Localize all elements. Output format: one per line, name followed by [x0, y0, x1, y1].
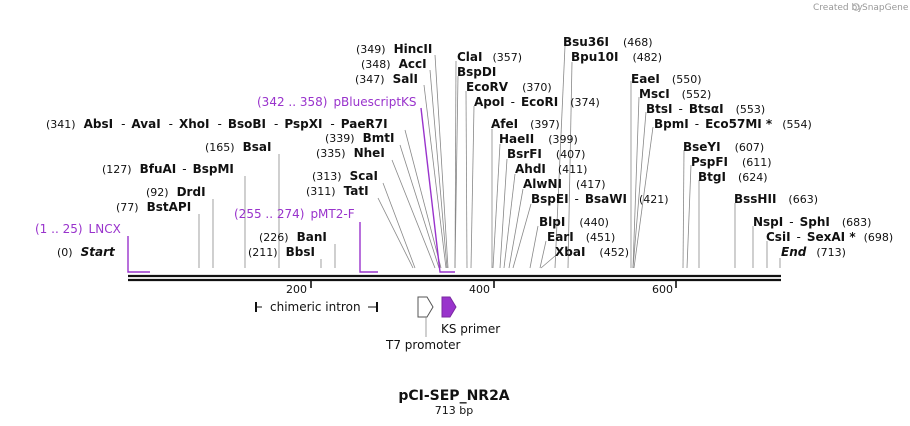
leader-ahdi — [503, 173, 516, 269]
primer-pbluescriptks-marker — [420, 107, 455, 273]
leader-nhei — [391, 159, 436, 269]
leader-absi — [404, 129, 442, 269]
map-length: 713 bp — [435, 404, 473, 417]
enzyme-msci: MscI (552) — [639, 87, 711, 101]
leader-scai — [382, 182, 416, 269]
primer-labels: (1 .. 25) LNCX (255 .. 274) pMT2-F (342 ..… — [35, 95, 417, 236]
enzyme-bstapi: (77) BstAPI — [116, 200, 191, 214]
enzyme-bspei-bsawi: BspEI - BsaWI (421) — [531, 192, 669, 206]
enzyme-btgi: BtgI (624) — [698, 170, 768, 184]
enzyme-pspfi: PspFI (611) — [691, 155, 772, 169]
tick-600-label: 600 — [652, 283, 673, 296]
enzyme-labels: (0) Start (77) BstAPI (92) DrdI (127) BfuAI -… — [46, 35, 893, 259]
leader-apoi — [470, 105, 475, 269]
leader-tati — [377, 197, 414, 269]
feature-ks-primer: KS primer — [441, 296, 500, 336]
leader-ecorv — [465, 90, 468, 269]
leader-eari — [539, 240, 547, 269]
leader-bsrfi — [499, 158, 508, 269]
feature-t7-promoter-label: T7 promoter — [385, 338, 461, 352]
leader-blpi — [529, 225, 539, 269]
leader-bspei — [512, 203, 532, 269]
snapgene-logo-icon — [852, 3, 860, 11]
enzyme-bbsi: (211) BbsI — [248, 245, 315, 259]
primer-lncx-label: (1 .. 25) LNCX — [35, 222, 121, 236]
enzyme-bmti: (339) BmtI — [325, 131, 394, 145]
leader-sali — [423, 84, 447, 269]
enzyme-sali: (347) SalI — [355, 72, 418, 86]
leader-msci — [632, 96, 640, 269]
enzyme-afei: AfeI (397) — [491, 117, 560, 131]
feature-chimeric-intron-label: chimeric intron — [270, 300, 361, 314]
enzyme-clai: ClaI (357) — [457, 50, 522, 64]
t7-promoter-arrow-icon — [417, 296, 434, 318]
enzyme-ecorv: EcoRV (370) — [466, 80, 552, 94]
enzyme-acci: (348) AccI — [361, 57, 427, 71]
tick-200-label: 200 — [286, 283, 307, 296]
enzyme-nspi-sphi: NspI - SphI (683) — [753, 215, 871, 229]
enzyme-tati: (311) TatI — [306, 184, 369, 198]
primer-lncx-marker — [127, 236, 150, 273]
map-title: pCI-SEP_NR2A — [398, 388, 509, 404]
leader-bseyi — [682, 149, 685, 269]
enzyme-bseyi: BseYI (607) — [683, 140, 764, 154]
credit-created-by: Created by — [813, 3, 863, 13]
leader-bspdi — [454, 75, 459, 269]
enzyme-eaei: EaeI (550) — [631, 72, 702, 86]
enzyme-bani: (226) BanI — [259, 230, 327, 244]
leader-bmti — [399, 144, 440, 269]
snapgene-credit: Created by SnapGene — [813, 3, 909, 13]
ks-primer-arrow-icon — [441, 296, 457, 318]
enzyme-bsai: (165) BsaI — [205, 140, 271, 154]
enzyme-apoi-ecori: ApoI - EcoRI (374) — [474, 95, 600, 109]
primer-markers — [127, 107, 455, 273]
enzyme-bfuai-bspmi: (127) BfuAI - BspMI — [102, 162, 234, 176]
enzyme-nhei: (335) NheI — [316, 146, 385, 160]
enzyme-end: End (713) — [781, 245, 846, 259]
enzyme-start: (0) Start — [57, 245, 116, 259]
enzyme-drdi: (92) DrdI — [146, 185, 206, 199]
leader-btsi — [632, 111, 647, 269]
enzyme-hincii: (349) HincII — [356, 42, 432, 56]
leader-bpu10i — [567, 61, 573, 269]
enzyme-bpmi-eco57mi: BpmI - Eco57MI * (554) — [654, 117, 812, 131]
enzyme-eari: EarI (451) — [547, 230, 615, 244]
feature-chimeric-intron: chimeric intron — [255, 298, 378, 316]
leader-haeii — [492, 143, 501, 269]
primer-pmt2f-marker — [359, 222, 378, 273]
enzyme-haeii: HaeII (399) — [499, 132, 578, 146]
tick-400-label: 400 — [469, 283, 490, 296]
map-title-block: pCI-SEP_NR2A 713 bp — [398, 388, 509, 417]
feature-t7-promoter: T7 promoter — [385, 296, 461, 352]
leader-alwni — [508, 188, 524, 269]
primer-pbluescriptks-label: (342 .. 358) pBluescriptKS — [257, 95, 417, 109]
feature-ks-primer-label: KS primer — [441, 322, 500, 336]
enzyme-csii-sexai: CsiI - SexAI * (698) — [766, 230, 893, 244]
enzyme-bsshii: BssHII (663) — [734, 192, 818, 206]
leader-hincii — [434, 54, 449, 269]
enzyme-xbai: XbaI (452) — [555, 245, 629, 259]
enzyme-scai: (313) ScaI — [312, 169, 378, 183]
leader-pspfi — [686, 164, 692, 269]
enzyme-blpi: BlpI (440) — [539, 215, 609, 229]
enzyme-bsrfi: BsrFI (407) — [507, 147, 585, 161]
enzyme-bpu10i: Bpu10I (482) — [571, 50, 662, 64]
leader-lines — [127, 45, 781, 269]
enzyme-bsu36i: Bsu36I (468) — [563, 35, 653, 49]
primer-pmt2f-label: (255 .. 274) pMT2-F — [234, 207, 355, 221]
leader-bpmi — [633, 126, 654, 269]
dna-backbone: 200 400 600 — [128, 274, 781, 296]
leader-xbai — [540, 255, 556, 269]
enzyme-btsi-btsai: BtsI - BtsαI (553) — [646, 102, 765, 116]
enzyme-alwni: AlwNI (417) — [523, 177, 606, 191]
enzyme-bspdi: BspDI — [457, 65, 496, 79]
credit-brand: SnapGene — [862, 3, 909, 13]
leader-bsu36i — [554, 45, 566, 269]
leader-acci — [429, 69, 448, 269]
enzyme-absi-group: (341) AbsI - AvaI - XhoI - BsoBI - PspXI - PaeR7I — [46, 117, 388, 131]
enzyme-ahdi: AhdI (411) — [515, 162, 587, 176]
